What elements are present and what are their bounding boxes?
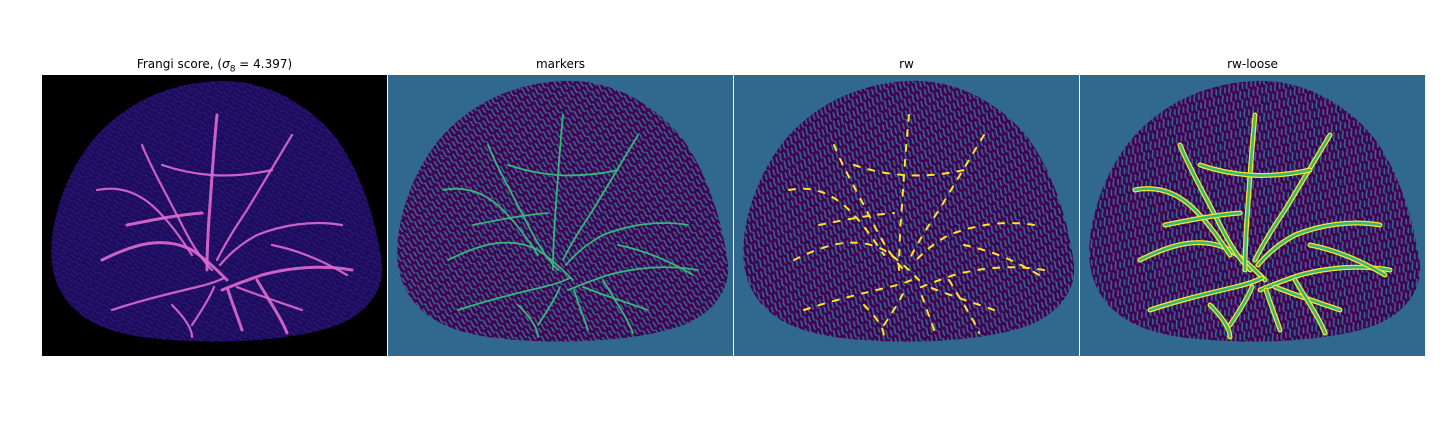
vessel: [218, 221, 344, 267]
vessel-network: [788, 114, 1045, 338]
vessel-core: [1253, 133, 1332, 262]
vessel-segment: [948, 279, 980, 334]
vessel: [110, 276, 226, 312]
vessel-core: [1308, 243, 1387, 277]
frangi-score-image: [42, 75, 387, 356]
vessel-core: [1133, 187, 1232, 257]
tissue-region: [1089, 80, 1421, 342]
vessel: [140, 143, 214, 272]
vessel-segment: [883, 286, 907, 326]
vessel: [160, 163, 274, 177]
vessel: [226, 288, 244, 332]
frangi-score-svg: [42, 75, 387, 356]
vessel: [190, 285, 216, 327]
vessel-core: [1258, 266, 1392, 292]
vessel-core: [1228, 285, 1254, 327]
tissue-region: [743, 80, 1075, 342]
vessel: [100, 241, 229, 282]
tissue-region: [51, 80, 383, 342]
vessel-core: [1243, 113, 1257, 272]
vessel-segment: [833, 144, 905, 271]
vessel-segment: [863, 304, 885, 338]
vessel-core: [1264, 288, 1282, 332]
rw-panel-title: rw: [899, 57, 914, 71]
vessel-core: [1178, 143, 1252, 272]
markers-panel-title: markers: [535, 57, 586, 71]
vessel-marker: [457, 277, 571, 311]
vessel-marker: [447, 241, 574, 281]
vessel-marker: [582, 286, 649, 311]
vessel-marker: [487, 144, 559, 271]
vessel-marker: [562, 134, 639, 261]
rw-loose-svg: [1080, 75, 1425, 356]
vessel-marker: [442, 187, 539, 256]
vessel-marker: [617, 244, 694, 276]
vessel-marker: [567, 266, 699, 291]
vessel-marker: [573, 289, 589, 331]
frangi-panel-title: Frangi score, (σ8 = 4.397): [136, 57, 293, 75]
markers-svg: [388, 75, 733, 356]
vessel-core: [1138, 241, 1267, 282]
vessel-network: [442, 114, 699, 338]
vessel-core: [1198, 163, 1312, 177]
vessel: [170, 303, 194, 339]
tissue-region: [397, 80, 729, 342]
vessel-core: [1148, 276, 1264, 312]
rw-loose-image: [1080, 75, 1425, 356]
vessel: [270, 243, 349, 277]
vessel-marker: [602, 279, 634, 334]
vessel: [205, 113, 219, 272]
vessel-marker: [472, 212, 549, 226]
vessel-segment: [928, 286, 995, 311]
vessel-segment: [913, 266, 1045, 291]
vessel: [125, 211, 204, 227]
rw-svg: [734, 75, 1079, 356]
vessel-segment: [788, 187, 885, 256]
vessel-core: [1208, 303, 1232, 339]
vessel: [215, 133, 294, 262]
vessel-core: [1293, 278, 1327, 335]
vessel: [220, 265, 354, 292]
vessel-network: [95, 113, 354, 339]
vessel-segment: [853, 164, 965, 177]
vessel: [95, 187, 194, 257]
vessel: [255, 278, 289, 335]
vessel-segment: [908, 134, 985, 261]
vessel-marker: [537, 286, 561, 326]
vessel-segment: [898, 114, 910, 271]
vessel-core: [1163, 211, 1242, 227]
vessel-network: [1132, 112, 1393, 340]
vessel-core: [1256, 221, 1382, 267]
markers-image: [388, 75, 733, 356]
vessel-marker: [517, 304, 539, 338]
vessel-segment: [919, 289, 935, 331]
vessel-segment: [803, 277, 917, 311]
rw-loose-panel-title: rw-loose: [1227, 57, 1278, 71]
rw-image: [734, 75, 1079, 356]
vessel-marker: [552, 114, 564, 271]
vessel-marker: [565, 222, 689, 266]
vessel-marker: [507, 164, 619, 177]
vessel-segment: [793, 241, 920, 281]
